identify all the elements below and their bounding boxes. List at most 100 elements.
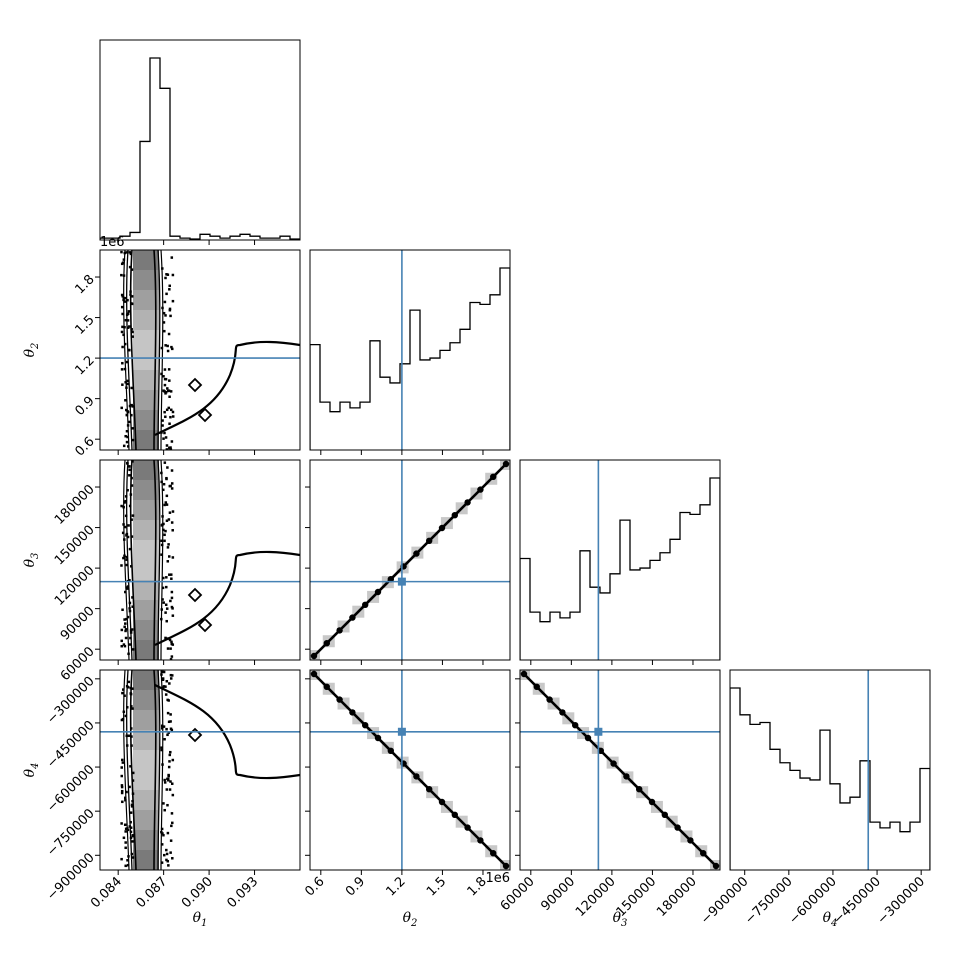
scatter-point — [126, 410, 129, 413]
scatter-point — [124, 714, 128, 718]
panel-3-2 — [309, 459, 511, 661]
scatter-point — [120, 718, 124, 722]
scatter-point — [162, 802, 165, 805]
scatter-point — [126, 424, 130, 427]
scatter-point — [170, 812, 174, 815]
scatter-point — [128, 251, 132, 254]
scatter-point — [120, 368, 124, 371]
y-axis-label-2: θ2 — [22, 343, 41, 358]
scatter-point — [170, 824, 173, 828]
scatter-point — [166, 466, 169, 469]
density-cell — [133, 850, 159, 870]
y-tick-label: 120000 — [52, 563, 98, 609]
scatter-point — [131, 427, 134, 430]
scatter-point — [130, 295, 134, 298]
scatter-point — [123, 251, 126, 255]
scatter-point — [164, 529, 167, 533]
scatter-point — [128, 420, 131, 424]
panel-frame — [729, 669, 931, 871]
scatter-point — [169, 390, 173, 393]
density-cell — [133, 830, 159, 850]
scatter-point — [131, 648, 135, 651]
scatter-point — [162, 601, 165, 604]
scatter-point — [130, 518, 133, 521]
panel-4-4 — [729, 669, 931, 871]
scatter-point — [166, 647, 170, 650]
contour-node — [502, 460, 510, 468]
labels: θ1 θ2 θ3 θ4 θ2 θ3 θ4 1e6 1e6 — [22, 235, 837, 929]
scatter-point — [169, 599, 172, 603]
panel-frame — [519, 669, 721, 871]
scatter-point — [121, 312, 124, 316]
scatter-point — [164, 415, 167, 419]
scatter-point — [169, 408, 173, 412]
panel-frame — [519, 459, 721, 661]
scatter-point — [166, 698, 169, 702]
scatter-point — [162, 522, 165, 526]
density-cell — [133, 330, 159, 350]
scatter-point — [125, 790, 128, 794]
contour-node — [712, 862, 720, 870]
contour-node — [502, 862, 510, 870]
scatter-point — [169, 484, 172, 488]
scatter-point — [171, 857, 174, 860]
density-cell — [133, 580, 159, 600]
contour-node — [464, 499, 471, 506]
scatter-point — [166, 349, 170, 353]
scatter-point — [123, 367, 127, 371]
scatter-point — [123, 300, 127, 303]
scatter-point — [131, 514, 135, 517]
scatter-point — [161, 598, 164, 601]
scatter-point — [126, 587, 129, 590]
scatter-point — [123, 501, 126, 504]
scatter-point — [170, 345, 173, 349]
scatter-point — [126, 488, 129, 492]
scatter-point — [120, 273, 123, 277]
scatter-point — [129, 493, 133, 496]
contour-node — [387, 747, 394, 754]
scatter-point — [128, 265, 132, 269]
y-tick-label: 150000 — [52, 523, 98, 569]
scatter-point — [124, 864, 127, 868]
scatter-point — [126, 863, 130, 867]
x-tick-label: 90000 — [538, 874, 578, 914]
x-axis-label-3: θ3 — [613, 910, 628, 929]
scatter-point — [168, 573, 171, 576]
x-tick-label: 0.087 — [134, 874, 171, 911]
scatter-point — [170, 521, 174, 524]
panel-frame — [309, 459, 511, 661]
scatter-point — [123, 625, 126, 629]
scatter-point — [163, 329, 166, 333]
scatter-point — [162, 670, 166, 674]
scatter-point — [124, 629, 127, 633]
scatter-point — [170, 440, 174, 443]
scatter-point — [126, 319, 130, 322]
scatter-point — [121, 691, 124, 695]
scatter-point — [129, 290, 132, 293]
correlation-line — [313, 463, 507, 657]
density-cell — [133, 370, 159, 390]
scatter-point — [121, 608, 124, 612]
contour-node — [438, 524, 446, 532]
scatter-point — [124, 381, 127, 384]
scatter-point — [124, 841, 127, 844]
scatter-point — [121, 361, 124, 365]
scatter-point — [129, 293, 132, 296]
scatter-point — [127, 652, 130, 656]
scatter-point — [163, 368, 167, 371]
scatter-point — [131, 596, 134, 599]
scatter-point — [124, 514, 128, 518]
scatter-point — [170, 596, 174, 600]
y-tick-label: 1.8 — [72, 272, 97, 297]
scatter-point — [128, 825, 132, 828]
scatter-point — [129, 692, 132, 695]
truth-marker — [594, 727, 603, 736]
x-axis-label-4: θ4 — [823, 910, 838, 929]
scatter-point — [168, 422, 171, 425]
scatter-point — [162, 528, 165, 532]
scatter-point — [163, 808, 166, 812]
scatter-point — [126, 312, 130, 315]
scatter-point — [120, 785, 124, 789]
scatter-point — [124, 628, 128, 631]
scatter-point — [129, 252, 133, 256]
